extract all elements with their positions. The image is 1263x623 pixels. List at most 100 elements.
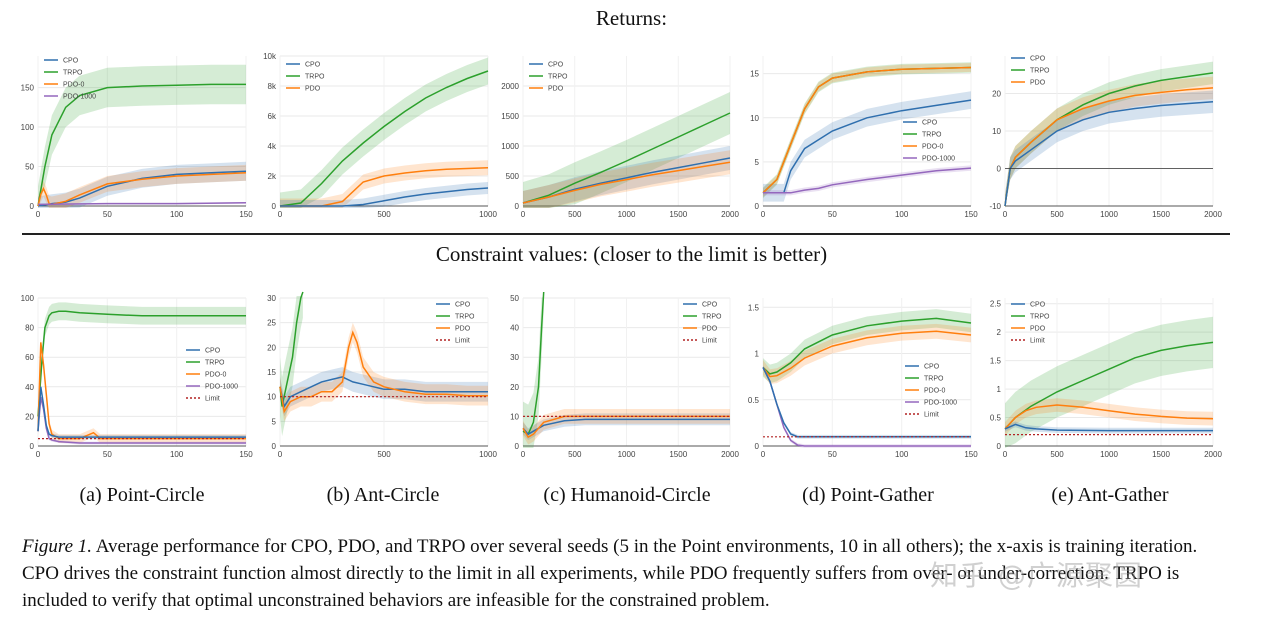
x-tick-label: 100 <box>895 210 909 219</box>
x-tick-label: 50 <box>828 210 837 219</box>
x-tick-label: 150 <box>239 210 253 219</box>
x-tick-label: 0 <box>521 210 526 219</box>
y-tick-label: 8k <box>268 82 277 91</box>
series-trpo <box>762 317 972 375</box>
legend-label-trpo: TRPO <box>1030 68 1050 75</box>
legend-label-pdo: PDO <box>1030 326 1046 333</box>
x-tick-label: 1000 <box>1100 450 1118 459</box>
legend-label-trpo: TRPO <box>455 314 475 321</box>
band-pdo <box>1005 76 1213 208</box>
y-tick-label: 0 <box>272 442 277 451</box>
y-tick-label: 20 <box>992 90 1001 99</box>
section-divider <box>22 233 1230 235</box>
x-tick-label: 500 <box>377 210 391 219</box>
x-tick-label: 1000 <box>618 450 636 459</box>
legend-label-cpo: CPO <box>1030 302 1046 309</box>
legend-label-trpo: TRPO <box>1030 314 1050 321</box>
band-trpo <box>38 302 246 426</box>
legend-label-limit: Limit <box>205 396 220 403</box>
y-tick-label: 10 <box>267 393 276 402</box>
x-tick-label: 1500 <box>669 210 687 219</box>
y-tick-label: 5 <box>755 158 760 167</box>
x-tick-label: 0 <box>1003 210 1008 219</box>
y-tick-label: 100 <box>21 123 35 132</box>
y-tick-label: 0 <box>30 442 35 451</box>
band-trpo <box>763 62 971 199</box>
legend-label-pdo-0: PDO-0 <box>924 388 946 395</box>
series-pdo-1000 <box>37 202 247 206</box>
series-trpo <box>279 70 489 207</box>
band-trpo <box>38 64 246 208</box>
band-cpo <box>280 182 488 208</box>
x-tick-label: 0 <box>36 210 41 219</box>
caption-lead: Figure 1. <box>22 536 93 557</box>
series-cpo <box>37 386 246 438</box>
subcaption-point-gather: (d) Point-Gather <box>802 484 934 506</box>
y-tick-label: 5 <box>272 417 277 426</box>
series-cpo <box>763 99 972 194</box>
legend-label-pdo-1000: PDO-1000 <box>205 384 238 391</box>
legend-label-pdo-1000: PDO-1000 <box>922 156 955 163</box>
legend-label-cpo: CPO <box>924 364 940 371</box>
x-tick-label: 0 <box>278 450 283 459</box>
series-pdo-1000 <box>763 167 972 194</box>
x-tick-label: 100 <box>895 450 909 459</box>
y-tick-label: 1 <box>755 350 760 359</box>
y-tick-label: 50 <box>25 163 34 172</box>
legend-label-cpo: CPO <box>205 348 221 355</box>
legend-label-cpo: CPO <box>305 62 321 69</box>
y-tick-label: 10 <box>992 127 1001 136</box>
ant-circle-returns-chart: 0 2k 4k 6k 8k 10k 0 500 1000 CPO TRPO PDO <box>263 52 497 219</box>
y-tick-label: 0.5 <box>990 414 1002 423</box>
y-tick-label: 500 <box>506 172 520 181</box>
y-tick-label: 1 <box>997 385 1002 394</box>
legend-label-limit: Limit <box>924 412 939 419</box>
y-tick-label: 80 <box>25 324 34 333</box>
point-circle-returns-chart: 0 50 100 150 0 50 100 150 CPO TRPO PDO-0 PDO-1000 <box>21 56 253 219</box>
y-tick-label: 20 <box>267 343 276 352</box>
subcaption-point-circle: (a) Point-Circle <box>79 484 205 506</box>
watermark: 知乎 @广源聚圆 <box>930 559 1143 592</box>
legend-label-cpo: CPO <box>702 302 718 309</box>
ant-circle-constraint-chart: 0 5 10 15 20 25 30 0 500 1000 CPO TRPO PDO Limit <box>267 291 497 459</box>
y-tick-label: 10k <box>263 52 277 61</box>
caption-text: Average performance for CPO, PDO, and TR… <box>22 536 1198 611</box>
band-trpo <box>1005 316 1213 448</box>
band-trpo <box>523 296 544 448</box>
point-gather-constraint-chart: 0 0.5 1 1.5 0 50 100 150 CPO TRPO PDO-0 PDO-1000 Lim… <box>748 298 978 459</box>
x-tick-label: 1500 <box>1152 450 1170 459</box>
legend-label-trpo: TRPO <box>702 314 722 321</box>
y-tick-label: 40 <box>510 324 519 333</box>
x-tick-label: 500 <box>568 450 582 459</box>
band-pdo <box>280 160 488 208</box>
y-tick-label: 10 <box>750 114 759 123</box>
x-tick-label: 500 <box>568 210 582 219</box>
legend-label-pdo: PDO <box>548 86 564 93</box>
series-pdo <box>1004 404 1214 430</box>
returns-title: Returns: <box>595 6 668 30</box>
series-pdo-0 <box>762 330 972 378</box>
legend-label-trpo: TRPO <box>305 74 325 81</box>
y-tick-label: 2000 <box>501 82 519 91</box>
figure-caption: Figure 1. Average performance for CPO, P… <box>22 533 1237 614</box>
band-trpo <box>763 309 971 384</box>
y-tick-label: 0 <box>755 442 760 451</box>
y-tick-label: 0 <box>30 202 35 211</box>
x-tick-label: 1500 <box>1152 210 1170 219</box>
series-pdo-0 <box>762 66 972 194</box>
band-trpo <box>523 92 730 208</box>
legend-label-pdo-0: PDO-0 <box>205 372 227 379</box>
series-trpo <box>279 291 304 407</box>
series-cpo <box>1004 423 1213 432</box>
y-tick-label: 0 <box>515 202 520 211</box>
x-tick-label: 2000 <box>1204 450 1222 459</box>
x-tick-label: 0 <box>521 450 526 459</box>
y-tick-label: 1500 <box>501 112 519 121</box>
y-tick-label: 50 <box>510 294 519 303</box>
legend-label-cpo: CPO <box>63 58 79 65</box>
x-tick-label: 0 <box>36 450 41 459</box>
y-tick-label: 20 <box>25 412 34 421</box>
legend-label-cpo: CPO <box>548 62 564 69</box>
series-cpo <box>522 418 730 436</box>
